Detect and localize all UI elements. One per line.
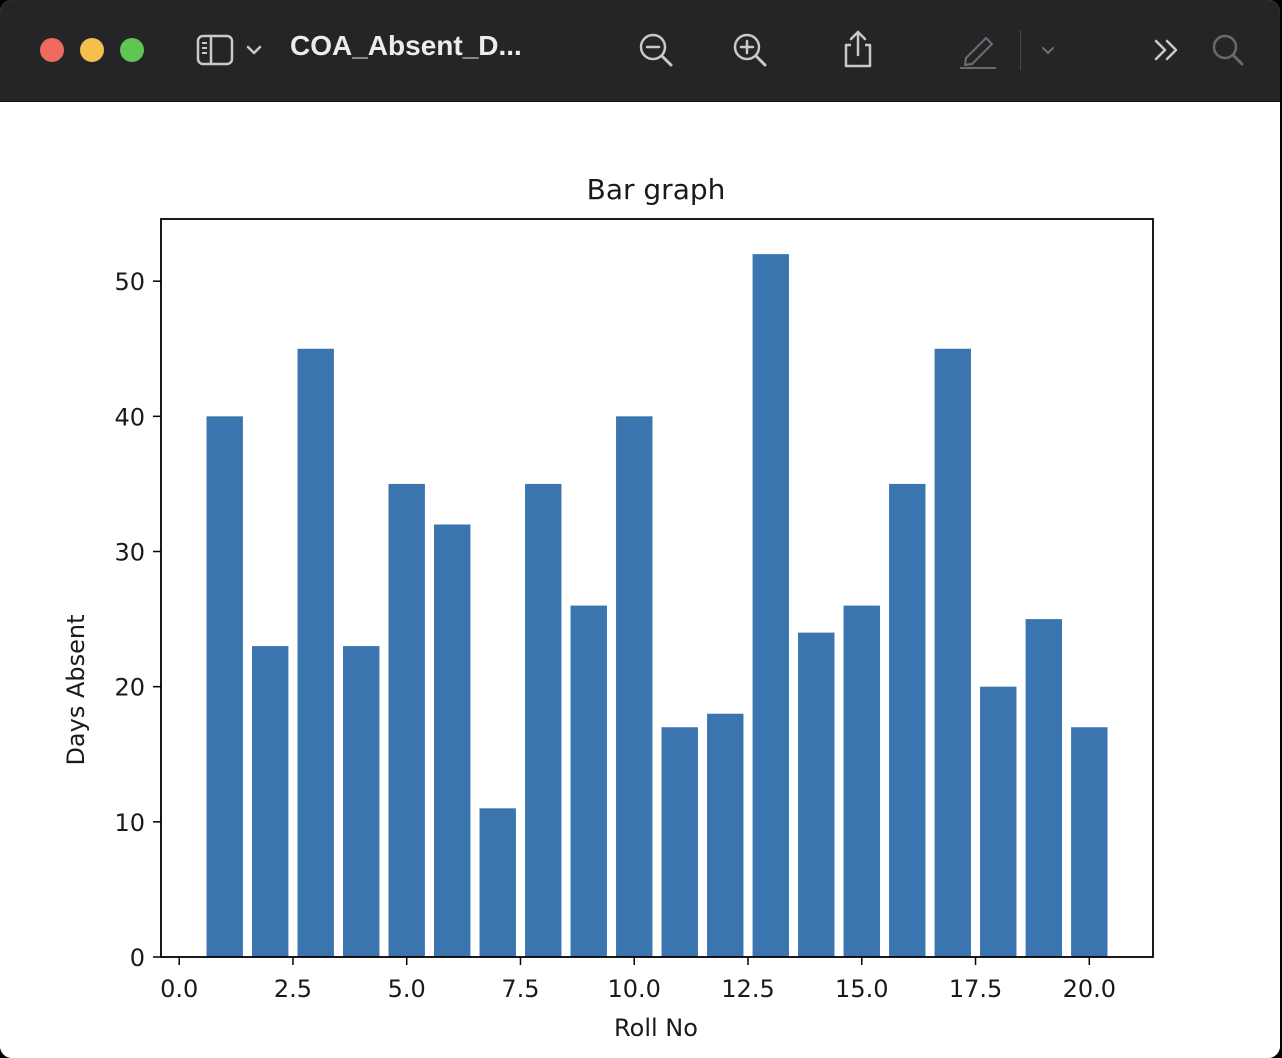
bar-roll-1 [206, 416, 243, 958]
more-chevrons-icon[interactable] [1146, 28, 1190, 72]
y-tick-label: 50 [114, 268, 145, 296]
minimize-window-button[interactable] [80, 38, 104, 62]
close-window-button[interactable] [40, 38, 64, 62]
markup-pen-icon[interactable] [956, 28, 1000, 72]
y-axis: 0 10 20 30 40 50 [114, 268, 161, 972]
zoom-out-icon[interactable] [634, 28, 678, 72]
toolbar-divider [1020, 30, 1021, 70]
maximize-window-button[interactable] [120, 38, 144, 62]
chevron-down-icon[interactable] [1036, 28, 1060, 72]
bar-roll-7 [479, 808, 516, 957]
y-tick-label: 0 [130, 944, 145, 972]
bar-roll-11 [661, 727, 698, 957]
bar-roll-18 [980, 686, 1017, 957]
bar-roll-19 [1025, 619, 1062, 957]
bar-roll-10 [616, 416, 653, 958]
x-axis: 0.0 2.5 5.0 7.5 10.0 12.5 15.0 17.5 20.0 [160, 957, 1116, 1003]
y-tick-label: 20 [114, 674, 145, 702]
document-title: COA_Absent_D... [290, 30, 522, 61]
y-tick-label: 40 [114, 403, 145, 431]
sidebar-icon[interactable] [194, 28, 238, 72]
y-tick-label: 30 [114, 539, 145, 567]
x-tick-label: 20.0 [1063, 975, 1116, 1003]
x-axis-label: Roll No [614, 1014, 698, 1042]
bar-roll-13 [752, 254, 789, 957]
x-tick-label: 2.5 [274, 975, 312, 1003]
title-bar: COA_Absent_D... [0, 0, 1280, 102]
bar-roll-2 [252, 646, 289, 957]
zoom-in-icon[interactable] [728, 28, 772, 72]
share-icon[interactable] [836, 28, 880, 72]
x-tick-label: 5.0 [388, 975, 426, 1003]
x-tick-label: 17.5 [949, 975, 1002, 1003]
chevron-down-icon[interactable] [240, 28, 268, 72]
chart-title: Bar graph [587, 173, 726, 206]
x-tick-label: 0.0 [160, 975, 198, 1003]
bar-roll-12 [707, 713, 744, 957]
bar-roll-15 [843, 605, 880, 957]
plot-frame [160, 218, 1154, 958]
x-tick-label: 7.5 [501, 975, 539, 1003]
bar-roll-3 [297, 348, 334, 957]
bar-roll-16 [889, 483, 926, 957]
bar-roll-8 [525, 483, 562, 957]
y-tick-label: 10 [114, 809, 145, 837]
bar-roll-5 [388, 483, 425, 957]
x-tick-label: 15.0 [835, 975, 888, 1003]
x-tick-label: 10.0 [608, 975, 661, 1003]
bar-roll-20 [1071, 727, 1108, 957]
bar-chart: Bar graph 0.0 2.5 5.0 7.5 10.0 12.5 15.0 17.5 20… [62, 173, 1154, 1042]
bar-roll-4 [343, 646, 380, 957]
document-content[interactable]: Bar graph 0.0 2.5 5.0 7.5 10.0 12.5 15.0 17.5 20… [0, 102, 1280, 1058]
bar-roll-17 [934, 348, 971, 957]
y-axis-label: Days Absent [62, 614, 90, 765]
search-icon[interactable] [1206, 28, 1250, 72]
bar-roll-14 [798, 632, 835, 957]
bars-group [206, 254, 1108, 958]
x-tick-label: 12.5 [721, 975, 774, 1003]
bar-roll-9 [570, 605, 607, 957]
bar-roll-6 [434, 524, 471, 957]
